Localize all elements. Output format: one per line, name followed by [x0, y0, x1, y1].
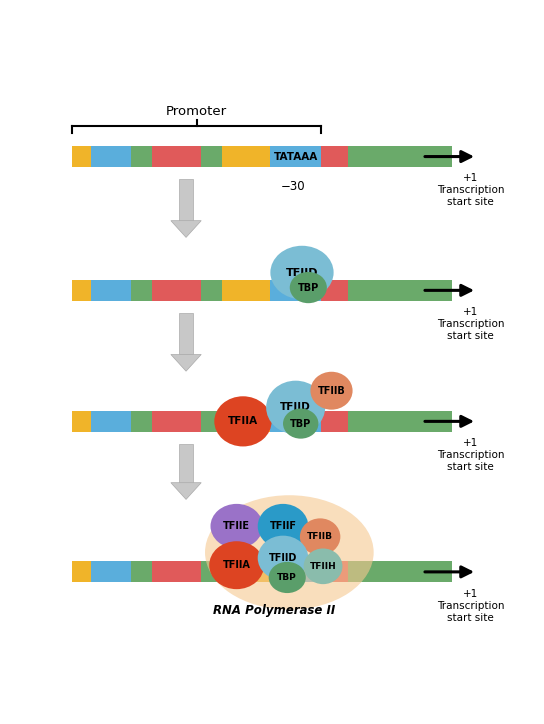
Bar: [131, 411, 152, 432]
Bar: [72, 561, 91, 583]
Ellipse shape: [266, 381, 325, 434]
Ellipse shape: [270, 245, 333, 299]
Text: −30: −30: [281, 180, 306, 193]
Ellipse shape: [211, 504, 263, 549]
Bar: [348, 411, 452, 432]
Bar: [222, 146, 270, 167]
Bar: [321, 561, 348, 583]
Ellipse shape: [300, 518, 341, 555]
Bar: [72, 411, 91, 432]
Ellipse shape: [258, 504, 308, 549]
Bar: [91, 561, 131, 583]
Bar: [348, 561, 452, 583]
Bar: [152, 279, 201, 301]
Text: RNA Polymerase II: RNA Polymerase II: [213, 605, 336, 618]
Bar: [321, 279, 348, 301]
Ellipse shape: [269, 562, 306, 593]
Polygon shape: [171, 483, 201, 500]
Bar: [131, 146, 152, 167]
Text: TFIIH: TFIIH: [310, 562, 336, 571]
Bar: [222, 279, 270, 301]
Bar: [270, 561, 321, 583]
Ellipse shape: [283, 408, 318, 439]
Ellipse shape: [311, 371, 353, 410]
Text: TFIIE: TFIIE: [223, 521, 250, 531]
Text: TFIIB: TFIIB: [307, 532, 333, 542]
Text: +1
Transcription
start site: +1 Transcription start site: [437, 589, 504, 623]
Text: TBP: TBP: [277, 573, 297, 582]
Ellipse shape: [258, 536, 308, 580]
Bar: [131, 561, 152, 583]
Bar: [72, 146, 91, 167]
Bar: [270, 411, 321, 432]
Bar: [179, 179, 193, 221]
Bar: [91, 279, 131, 301]
Bar: [179, 313, 193, 355]
Text: TFIIA: TFIIA: [222, 560, 251, 571]
Bar: [201, 146, 222, 167]
Ellipse shape: [290, 272, 327, 303]
Text: +1
Transcription
start site: +1 Transcription start site: [437, 307, 504, 341]
Bar: [72, 279, 91, 301]
Bar: [152, 146, 201, 167]
Ellipse shape: [209, 542, 264, 589]
Text: +1
Transcription
start site: +1 Transcription start site: [437, 173, 504, 207]
Text: TFIID: TFIID: [286, 268, 318, 277]
Bar: [222, 411, 270, 432]
Bar: [270, 146, 321, 167]
Bar: [201, 411, 222, 432]
Text: TFIIB: TFIIB: [318, 386, 345, 396]
Bar: [179, 444, 193, 483]
Text: TATAAA: TATAAA: [274, 151, 318, 161]
Text: TFIIA: TFIIA: [228, 416, 258, 426]
Bar: [91, 146, 131, 167]
Bar: [201, 279, 222, 301]
Polygon shape: [171, 221, 201, 237]
Bar: [152, 411, 201, 432]
Bar: [321, 411, 348, 432]
Bar: [152, 561, 201, 583]
Polygon shape: [171, 355, 201, 371]
Ellipse shape: [214, 396, 271, 447]
Bar: [222, 561, 270, 583]
Text: +1
Transcription
start site: +1 Transcription start site: [437, 438, 504, 472]
Ellipse shape: [205, 495, 374, 610]
Text: TBP: TBP: [298, 282, 319, 292]
Bar: [348, 279, 452, 301]
Bar: [321, 146, 348, 167]
Bar: [270, 279, 321, 301]
Text: Promoter: Promoter: [166, 105, 227, 118]
Bar: [348, 146, 452, 167]
Text: TFIID: TFIID: [269, 553, 297, 563]
Bar: [91, 411, 131, 432]
Text: TBP: TBP: [290, 418, 311, 429]
Bar: [131, 279, 152, 301]
Text: TFIIF: TFIIF: [269, 521, 296, 531]
Bar: [201, 561, 222, 583]
Ellipse shape: [304, 549, 343, 584]
Text: TFIID: TFIID: [280, 403, 311, 413]
